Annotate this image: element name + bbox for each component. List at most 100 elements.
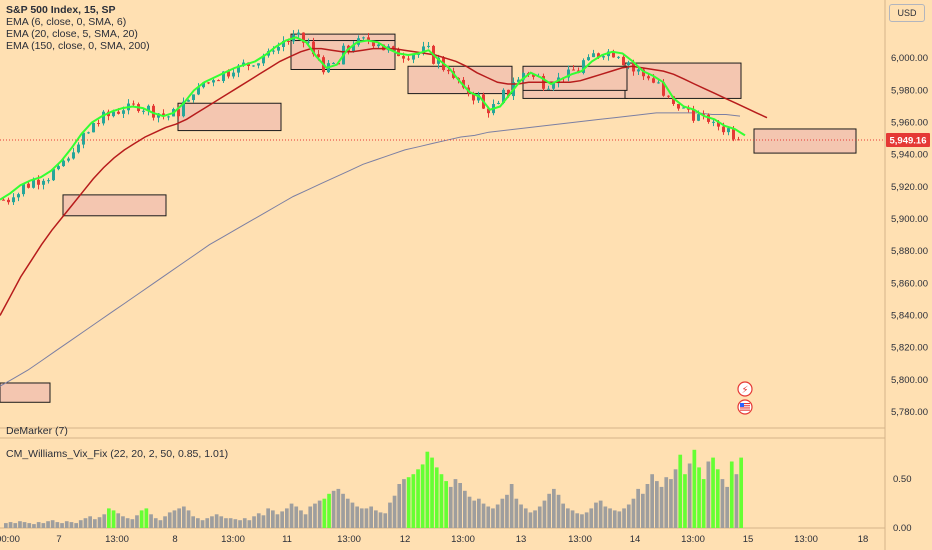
vixfix-bar bbox=[214, 514, 219, 528]
vixfix-bar bbox=[163, 516, 167, 528]
candle-down bbox=[382, 44, 385, 51]
vixfix-bar bbox=[32, 524, 36, 528]
vixfix-bar bbox=[378, 512, 383, 528]
currency-button[interactable]: USD bbox=[889, 4, 925, 22]
vixfix-bar bbox=[561, 503, 565, 528]
vixfix-bar bbox=[299, 510, 303, 528]
candle-up bbox=[712, 121, 715, 123]
vixfix-bar bbox=[641, 493, 645, 528]
candle-up bbox=[682, 107, 685, 109]
vixfix-bar bbox=[537, 506, 542, 528]
vixfix-bar bbox=[519, 504, 523, 528]
vixfix-tick-label: 0.50 bbox=[893, 474, 912, 485]
candle-down bbox=[672, 96, 675, 104]
vixfix-bar bbox=[556, 494, 561, 528]
candle-up bbox=[257, 63, 260, 66]
candle-up bbox=[142, 110, 145, 112]
candle-down bbox=[532, 74, 535, 77]
vixfix-bar bbox=[78, 520, 83, 528]
vixfix-bar bbox=[327, 493, 331, 528]
candle-down bbox=[402, 56, 405, 59]
candle-up bbox=[412, 54, 415, 60]
vixfix-bar bbox=[491, 508, 495, 528]
vixfix-bar bbox=[683, 474, 687, 528]
price-tick-label: 5,800.00 bbox=[891, 375, 928, 386]
vixfix-bar bbox=[453, 479, 458, 528]
candle-up bbox=[627, 62, 630, 66]
price-tick-label: 5,780.00 bbox=[891, 407, 928, 418]
vixfix-bar bbox=[36, 522, 41, 528]
vixfix-bar bbox=[266, 508, 270, 528]
candle-up bbox=[122, 110, 125, 114]
vixfix-bar bbox=[93, 519, 97, 528]
candle-down bbox=[622, 56, 625, 66]
vixfix-bar bbox=[374, 510, 378, 528]
candle-down bbox=[692, 109, 695, 121]
flag-canton bbox=[740, 403, 744, 407]
vixfix-bar bbox=[280, 511, 284, 528]
candle-up bbox=[22, 183, 25, 195]
price-tick-label: 5,940.00 bbox=[891, 150, 928, 161]
vixfix-bar bbox=[41, 523, 46, 528]
price-tick-label: 5,880.00 bbox=[891, 246, 928, 257]
vixfix-bar bbox=[439, 474, 444, 528]
demarker-label[interactable]: DeMarker (7) bbox=[6, 425, 68, 437]
vixfix-bar bbox=[383, 513, 388, 528]
vixfix-bar bbox=[359, 508, 364, 528]
vixfix-bar bbox=[364, 508, 369, 528]
indicator-ema-slow[interactable]: EMA (150, close, 0, SMA, 200) bbox=[6, 40, 150, 52]
vixfix-label[interactable]: CM_Williams_Vix_Fix (22, 20, 2, 50, 0.85… bbox=[6, 448, 229, 460]
price-tick-label: 5,960.00 bbox=[891, 118, 928, 129]
vixfix-bar bbox=[125, 518, 130, 528]
price-tick-label: 5,820.00 bbox=[891, 343, 928, 354]
vixfix-bar bbox=[570, 510, 575, 528]
time-tick-label: 13 bbox=[516, 534, 527, 545]
vixfix-bar bbox=[247, 520, 252, 528]
candle-up bbox=[592, 53, 595, 58]
vixfix-bar bbox=[256, 513, 261, 528]
time-tick-label: 15 bbox=[743, 534, 754, 545]
price-tick-label: 5,860.00 bbox=[891, 278, 928, 289]
vixfix-bar bbox=[64, 521, 69, 528]
candle-up bbox=[517, 79, 520, 83]
vixfix-bar bbox=[622, 508, 626, 528]
vixfix-bar bbox=[182, 506, 186, 528]
vixfix-bar bbox=[308, 506, 313, 528]
time-tick-label: 13:00 bbox=[794, 534, 818, 545]
time-tick-label: 11 bbox=[282, 534, 292, 545]
vixfix-bar bbox=[509, 484, 514, 528]
indicator-ema-fast[interactable]: EMA (6, close, 0, SMA, 6) bbox=[6, 16, 127, 28]
vixfix-bar bbox=[645, 484, 650, 528]
candle-up bbox=[222, 71, 225, 82]
vixfix-bar bbox=[331, 490, 336, 528]
time-tick-label: 00:00 bbox=[0, 534, 20, 545]
candle-down bbox=[612, 51, 615, 58]
candle-up bbox=[102, 111, 105, 124]
indicator-ema-mid[interactable]: EMA (20, close, 5, SMA, 20) bbox=[6, 28, 138, 40]
vixfix-bar bbox=[500, 498, 505, 528]
vixfix-bar bbox=[392, 495, 397, 528]
time-tick-label: 13:00 bbox=[451, 534, 475, 545]
time-tick-label: 13:00 bbox=[221, 534, 245, 545]
vixfix-bar bbox=[608, 508, 612, 528]
candle-down bbox=[447, 70, 450, 72]
candle-down bbox=[462, 79, 465, 88]
last-price-badge bbox=[886, 132, 930, 147]
candle-down bbox=[647, 76, 650, 79]
candle-up bbox=[502, 89, 505, 103]
candle-up bbox=[232, 72, 235, 77]
vixfix-bar bbox=[18, 521, 22, 528]
time-tick-label: 12 bbox=[400, 534, 411, 545]
supply-demand-zone bbox=[753, 128, 857, 154]
vixfix-bar bbox=[388, 502, 392, 528]
vixfix-bar bbox=[261, 515, 266, 528]
candle-down bbox=[652, 78, 655, 83]
vixfix-bar bbox=[711, 457, 715, 528]
candle-down bbox=[372, 41, 375, 47]
candle-down bbox=[677, 103, 680, 109]
candle-down bbox=[207, 82, 210, 84]
vixfix-bar bbox=[22, 522, 27, 528]
candle-up bbox=[32, 179, 35, 188]
